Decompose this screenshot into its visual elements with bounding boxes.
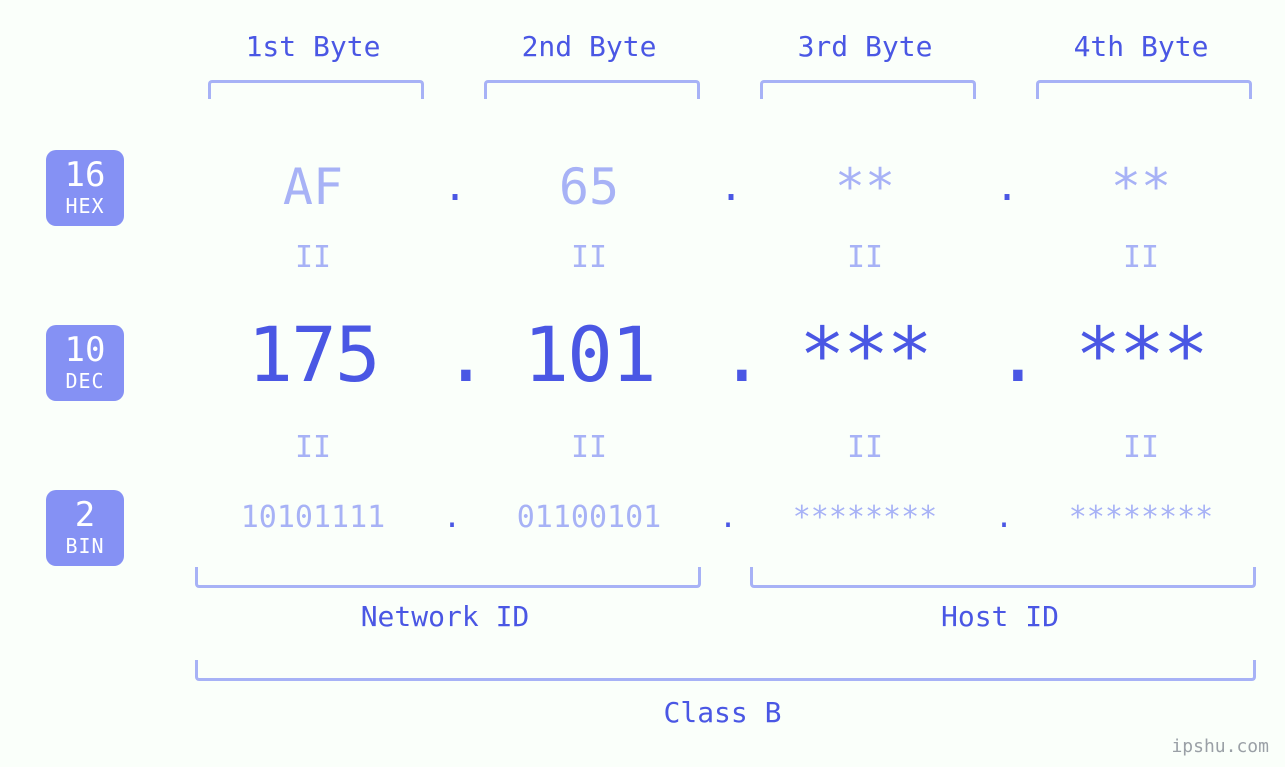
network-id-bracket: [195, 567, 701, 588]
equals-icon: II: [451, 240, 727, 275]
hex-byte-4: **: [1003, 158, 1279, 216]
top-bracket-3: [760, 80, 976, 99]
byte-header-2: 2nd Byte: [454, 30, 724, 63]
hex-row: AF . 65 . ** . **: [175, 158, 1280, 216]
dec-byte-4: ***: [1003, 310, 1279, 399]
hex-byte-3: **: [727, 158, 1003, 216]
bin-byte-3: ********: [727, 500, 1003, 535]
class-label: Class B: [195, 696, 1250, 729]
top-bracket-4: [1036, 80, 1252, 99]
host-id-label: Host ID: [750, 600, 1250, 633]
base-number: 10: [46, 333, 124, 367]
base-number: 16: [46, 158, 124, 192]
host-id-bracket: [750, 567, 1256, 588]
equals-icon: II: [451, 430, 727, 465]
base-label: BIN: [46, 536, 124, 556]
hex-byte-2: 65: [451, 158, 727, 216]
watermark: ipshu.com: [1171, 736, 1269, 757]
dec-byte-2: 101: [451, 310, 727, 399]
dec-row: 175 . 101 . *** . ***: [175, 310, 1280, 399]
dec-byte-1: 175: [175, 310, 451, 399]
ip-diagram: 1st Byte 2nd Byte 3rd Byte 4th Byte 16 H…: [0, 0, 1285, 767]
bin-byte-1: 10101111: [175, 500, 451, 535]
equals-icon: II: [727, 430, 1003, 465]
byte-header-4: 4th Byte: [1006, 30, 1276, 63]
top-bracket-1: [208, 80, 424, 99]
equals-icon: II: [175, 240, 451, 275]
base-badge-dec: 10 DEC: [46, 325, 124, 401]
base-label: HEX: [46, 196, 124, 216]
dec-byte-3: ***: [727, 310, 1003, 399]
equals-icon: II: [1003, 430, 1279, 465]
equals-icon: II: [1003, 240, 1279, 275]
bin-byte-2: 01100101: [451, 500, 727, 535]
equals-row-2: II II II II: [175, 430, 1280, 465]
equals-icon: II: [727, 240, 1003, 275]
equals-row-1: II II II II: [175, 240, 1280, 275]
base-badge-hex: 16 HEX: [46, 150, 124, 226]
hex-byte-1: AF: [175, 158, 451, 216]
base-number: 2: [46, 498, 124, 532]
base-badge-bin: 2 BIN: [46, 490, 124, 566]
bin-byte-4: ********: [1003, 500, 1279, 535]
top-bracket-2: [484, 80, 700, 99]
base-label: DEC: [46, 371, 124, 391]
bin-row: 10101111 . 01100101 . ******** . *******…: [175, 500, 1280, 535]
equals-icon: II: [175, 430, 451, 465]
byte-header-1: 1st Byte: [178, 30, 448, 63]
network-id-label: Network ID: [195, 600, 695, 633]
byte-header-3: 3rd Byte: [730, 30, 1000, 63]
class-bracket: [195, 660, 1256, 681]
